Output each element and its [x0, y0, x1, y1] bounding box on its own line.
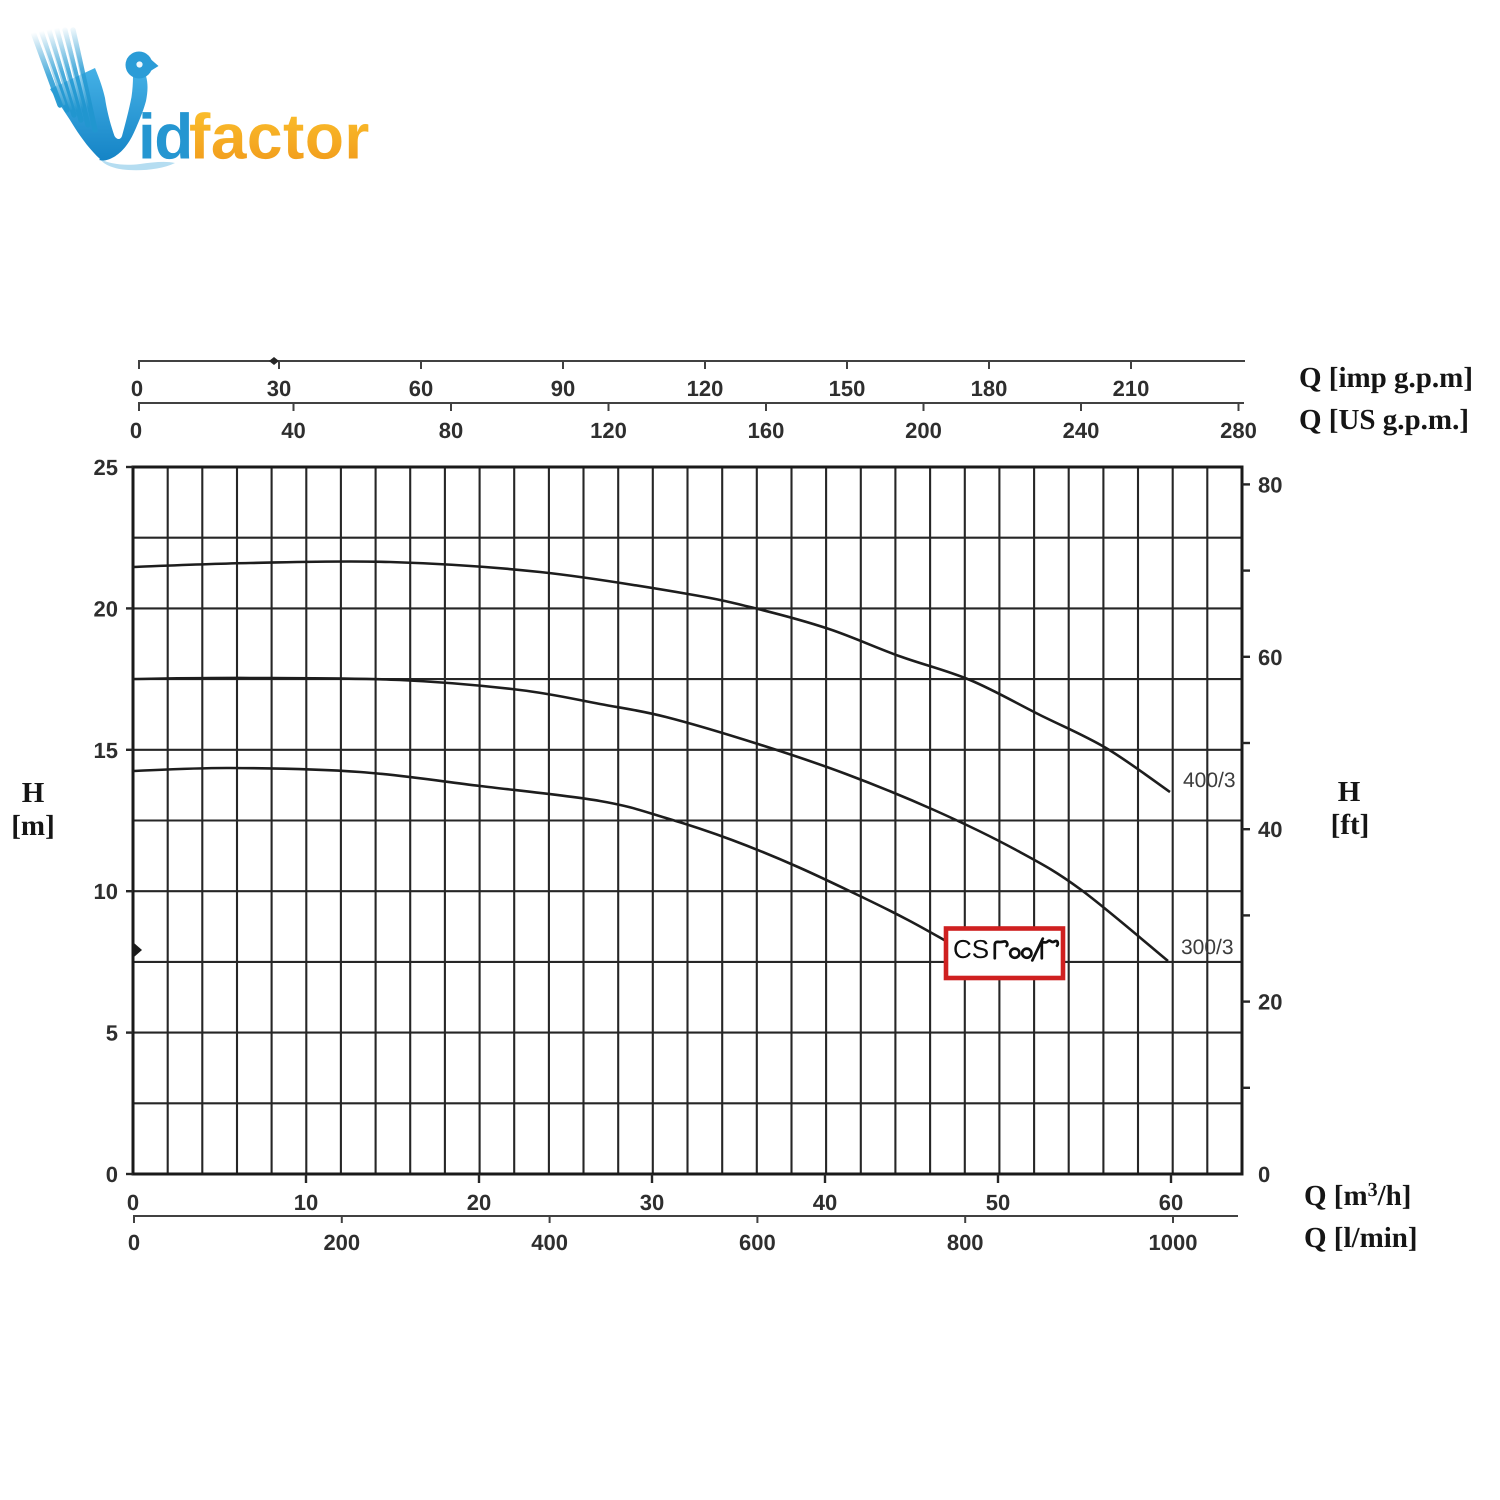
svg-text:60: 60	[1159, 1190, 1183, 1215]
svg-text:240: 240	[1063, 418, 1100, 443]
svg-text:200: 200	[905, 418, 942, 443]
svg-text:40: 40	[813, 1190, 837, 1215]
svg-text:30: 30	[267, 376, 291, 401]
svg-text:1000: 1000	[1149, 1230, 1198, 1255]
svg-text:150: 150	[829, 376, 866, 401]
svg-text:Q [m3/h]: Q [m3/h]	[1304, 1179, 1411, 1212]
svg-text:280: 280	[1220, 418, 1257, 443]
svg-text:40: 40	[281, 418, 305, 443]
svg-text:0: 0	[1258, 1162, 1270, 1187]
svg-text:H: H	[1338, 776, 1361, 808]
svg-text:40: 40	[1258, 817, 1282, 842]
svg-text:30: 30	[640, 1190, 664, 1215]
svg-text:20: 20	[467, 1190, 491, 1215]
svg-text:factor: factor	[189, 101, 370, 173]
svg-text:0: 0	[106, 1162, 118, 1187]
svg-text:0: 0	[127, 1190, 139, 1215]
svg-text:200: 200	[323, 1230, 360, 1255]
svg-text:[ft]: [ft]	[1331, 809, 1370, 841]
svg-text:0: 0	[128, 1230, 140, 1255]
svg-text:50: 50	[986, 1190, 1010, 1215]
svg-text:300/3: 300/3	[1181, 936, 1234, 959]
svg-text:180: 180	[971, 376, 1008, 401]
svg-text:90: 90	[551, 376, 575, 401]
svg-text:Q [l/min]: Q [l/min]	[1304, 1222, 1418, 1254]
svg-text:400/3: 400/3	[1183, 769, 1236, 792]
svg-text:400: 400	[531, 1230, 568, 1255]
svg-text:25: 25	[94, 455, 118, 480]
svg-text:80: 80	[1258, 472, 1282, 497]
svg-text:210: 210	[1113, 376, 1150, 401]
svg-text:[m]: [m]	[11, 810, 54, 842]
svg-text:120: 120	[590, 418, 627, 443]
svg-text:H: H	[22, 777, 45, 809]
svg-text:120: 120	[687, 376, 724, 401]
svg-text:20: 20	[94, 596, 118, 621]
svg-text:0: 0	[131, 376, 143, 401]
svg-text:CS: CS	[953, 934, 989, 964]
svg-text:800: 800	[947, 1230, 984, 1255]
svg-text:id: id	[138, 101, 192, 173]
svg-text:20: 20	[1258, 990, 1282, 1015]
svg-text:600: 600	[739, 1230, 776, 1255]
svg-text:0: 0	[130, 418, 142, 443]
svg-text:Q [US g.p.m.]: Q [US g.p.m.]	[1299, 404, 1469, 436]
svg-text:15: 15	[94, 738, 118, 763]
svg-text:10: 10	[294, 1190, 318, 1215]
svg-text:160: 160	[748, 418, 785, 443]
svg-text:10: 10	[94, 879, 118, 904]
svg-text:60: 60	[1258, 645, 1282, 670]
svg-text:5: 5	[106, 1021, 118, 1046]
svg-text:80: 80	[439, 418, 463, 443]
svg-text:Q [imp g.p.m]: Q [imp g.p.m]	[1299, 362, 1473, 394]
svg-text:60: 60	[409, 376, 433, 401]
